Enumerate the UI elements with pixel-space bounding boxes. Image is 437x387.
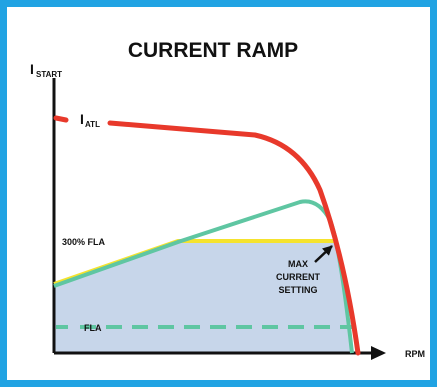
y-axis-label: I START: [30, 61, 62, 79]
max-current-line2: CURRENT: [276, 272, 321, 282]
x-axis-label: RPM: [405, 349, 425, 359]
max-current-setting-annotation: MAX CURRENT SETTING: [276, 245, 333, 295]
fla-label: FLA: [84, 323, 102, 333]
max-current-line1: MAX: [288, 259, 308, 269]
y-axis-label-main: I: [30, 61, 34, 77]
max-current-line3: SETTING: [278, 285, 317, 295]
annotation-arrow-icon: [314, 245, 333, 263]
atl-curve: [53, 115, 361, 356]
atl-label-sub: ATL: [85, 120, 100, 129]
x-axis-arrow-icon: [371, 346, 386, 360]
fla-300-label: 300% FLA: [62, 237, 106, 247]
atl-label: I ATL: [80, 111, 100, 129]
diagram-title: CURRENT RAMP: [128, 39, 298, 62]
atl-label-main: I: [80, 111, 84, 127]
y-axis-label-sub: START: [36, 70, 62, 79]
